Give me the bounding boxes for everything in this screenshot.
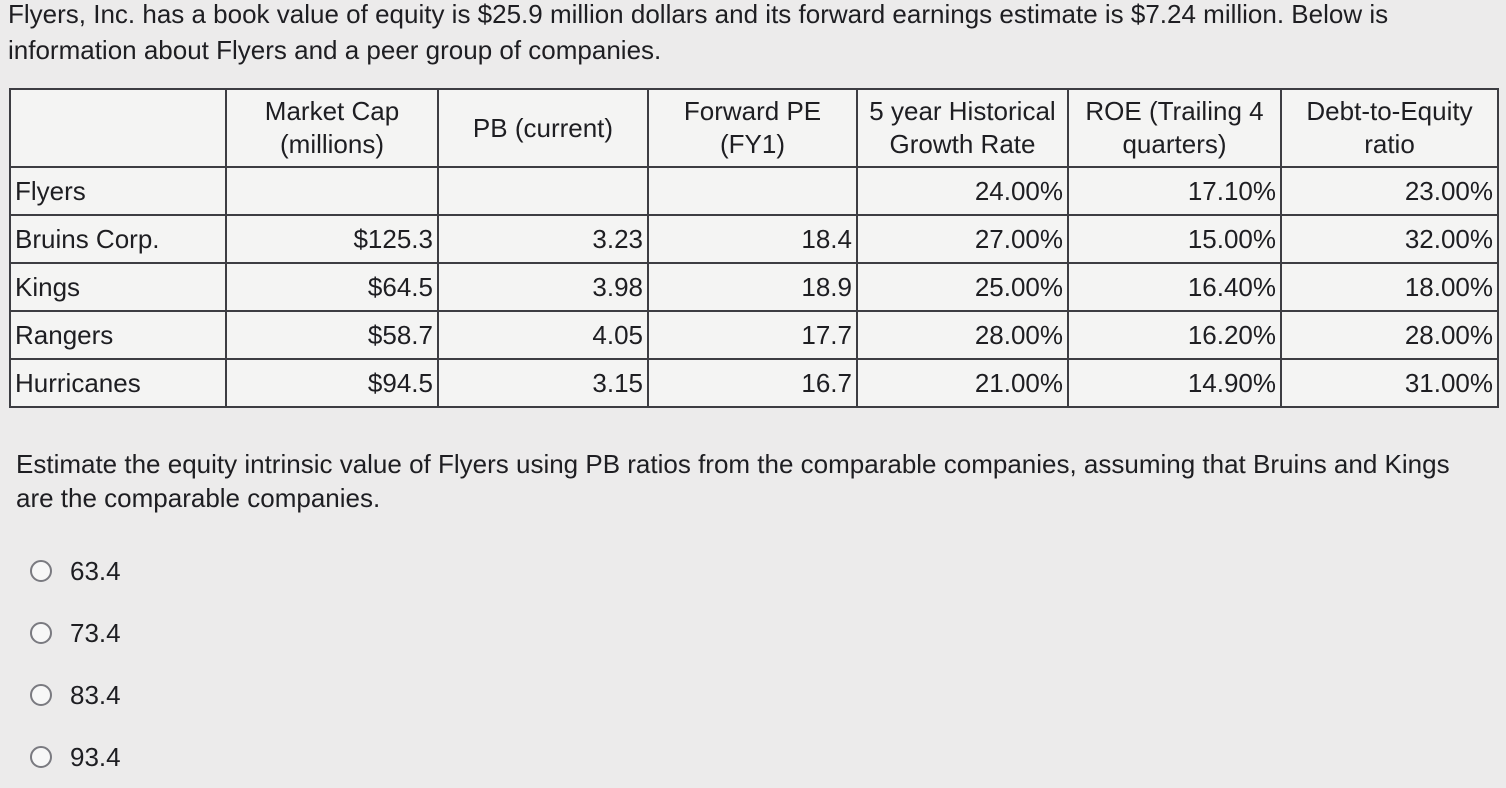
- table-cell: [225, 166, 439, 216]
- table-cell: 16.7: [647, 358, 858, 408]
- table-cell: 27.00%: [856, 214, 1069, 264]
- radio-button[interactable]: [30, 746, 52, 768]
- problem-intro: Flyers, Inc. has a book value of equity …: [8, 0, 1389, 65]
- table-header-cell: ROE (Trailing 4 quarters): [1067, 88, 1282, 168]
- table-row: Bruins Corp. $125.3 3.23 18.4 27.00% 15.…: [9, 214, 1499, 264]
- table-cell: 18.9: [647, 262, 858, 312]
- table-cell: 3.23: [437, 214, 649, 264]
- radio-button[interactable]: [30, 560, 52, 582]
- radio-button[interactable]: [30, 622, 52, 644]
- table-cell: 28.00%: [1280, 310, 1499, 360]
- table-header-cell: Market Cap (millions): [225, 88, 439, 168]
- table-header-cell: [9, 88, 227, 168]
- table-cell: $58.7: [225, 310, 439, 360]
- table-cell: 23.00%: [1280, 166, 1499, 216]
- table-cell: $125.3: [225, 214, 439, 264]
- table-header-cell: Debt-to-Equity ratio: [1280, 88, 1499, 168]
- answer-option[interactable]: 93.4: [30, 726, 121, 788]
- table-header-cell: 5 year Historical Growth Rate: [856, 88, 1069, 168]
- answer-option-label: 93.4: [70, 741, 121, 772]
- table-cell: 24.00%: [856, 166, 1069, 216]
- table-cell: 28.00%: [856, 310, 1069, 360]
- table-cell: 18.00%: [1280, 262, 1499, 312]
- table-cell: 4.05: [437, 310, 649, 360]
- table-row: Rangers $58.7 4.05 17.7 28.00% 16.20% 28…: [9, 310, 1499, 360]
- comparables-table: Market Cap (millions) PB (current) Forwa…: [9, 88, 1499, 408]
- table-cell: 21.00%: [856, 358, 1069, 408]
- answer-options: 63.4 73.4 83.4 93.4: [30, 540, 121, 788]
- answer-option[interactable]: 63.4: [30, 540, 121, 602]
- radio-button[interactable]: [30, 684, 52, 706]
- table-row: Flyers 24.00% 17.10% 23.00%: [9, 166, 1499, 216]
- answer-option-label: 83.4: [70, 679, 121, 710]
- answer-option-label: 73.4: [70, 617, 121, 648]
- company-name-cell: Kings: [9, 262, 227, 312]
- company-name-cell: Flyers: [9, 166, 227, 216]
- table-cell: 16.40%: [1067, 262, 1282, 312]
- table-cell: [437, 166, 649, 216]
- table-cell: 14.90%: [1067, 358, 1282, 408]
- table-cell: $94.5: [225, 358, 439, 408]
- table-cell: 32.00%: [1280, 214, 1499, 264]
- table-row: Hurricanes $94.5 3.15 16.7 21.00% 14.90%…: [9, 358, 1499, 408]
- table-cell: 3.15: [437, 358, 649, 408]
- table-cell: [647, 166, 858, 216]
- table-cell: 18.4: [647, 214, 858, 264]
- table-cell: 16.20%: [1067, 310, 1282, 360]
- table-cell: $64.5: [225, 262, 439, 312]
- table-cell: 15.00%: [1067, 214, 1282, 264]
- question-text: Estimate the equity intrinsic value of F…: [16, 449, 1450, 513]
- table-cell: 31.00%: [1280, 358, 1499, 408]
- company-name-cell: Bruins Corp.: [9, 214, 227, 264]
- company-name-cell: Hurricanes: [9, 358, 227, 408]
- table-cell: 25.00%: [856, 262, 1069, 312]
- table-row: Kings $64.5 3.98 18.9 25.00% 16.40% 18.0…: [9, 262, 1499, 312]
- table-cell: 17.10%: [1067, 166, 1282, 216]
- company-name-cell: Rangers: [9, 310, 227, 360]
- answer-option[interactable]: 83.4: [30, 664, 121, 726]
- table-cell: 3.98: [437, 262, 649, 312]
- answer-option[interactable]: 73.4: [30, 602, 121, 664]
- answer-option-label: 63.4: [70, 555, 121, 586]
- table-header-cell: PB (current): [437, 88, 649, 168]
- table-cell: 17.7: [647, 310, 858, 360]
- table-header-cell: Forward PE (FY1): [647, 88, 858, 168]
- table-header-row: Market Cap (millions) PB (current) Forwa…: [9, 88, 1499, 168]
